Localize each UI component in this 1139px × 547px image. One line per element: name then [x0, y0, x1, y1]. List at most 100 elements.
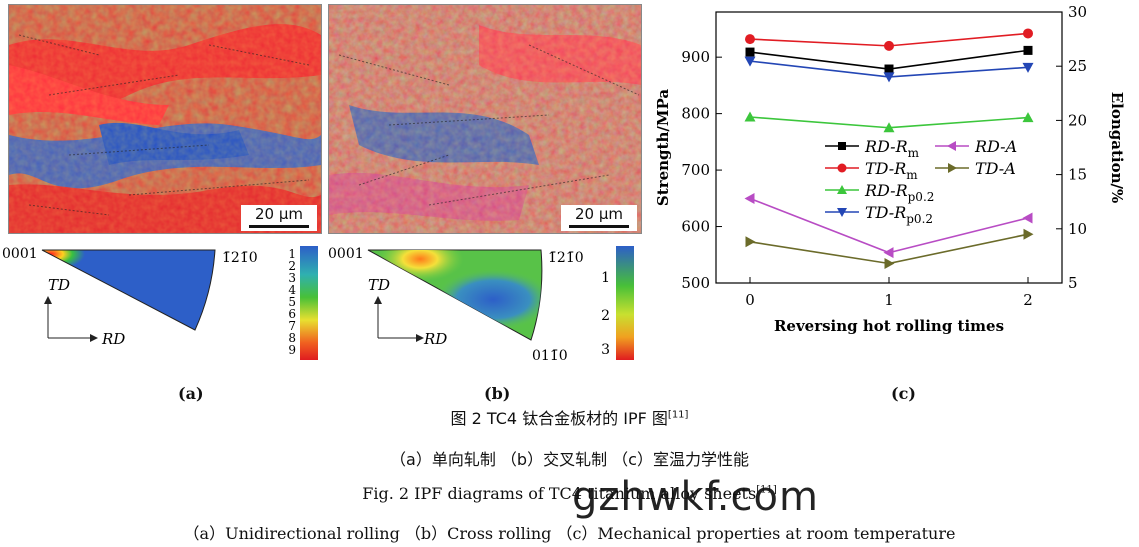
data-point — [838, 142, 846, 150]
y-left-axis-label: Strength/MPa — [654, 89, 672, 206]
data-point — [745, 47, 755, 57]
td-arrow-head — [374, 296, 382, 304]
legend-label-subscript: p0.2 — [908, 190, 935, 204]
data-point — [745, 34, 755, 45]
y-right-tick-label: 25 — [1068, 57, 1087, 75]
ipf-triangle-a — [41, 249, 216, 331]
colorbar-b — [616, 246, 634, 360]
caption-cn-ref: [11] — [667, 409, 689, 421]
caption-cn-sub: （a）单向轧制 （b）交叉轧制 （c）室温力学性能 — [390, 450, 749, 469]
panel-label-b: (b) — [484, 384, 511, 403]
data-point — [744, 192, 755, 204]
ipf-corner-0001: 0001 — [328, 246, 364, 262]
y-left-tick-label: 500 — [681, 274, 710, 292]
data-point — [1022, 112, 1034, 123]
scale-bar-b: 20 μm — [561, 205, 637, 231]
data-point — [883, 72, 895, 83]
ipf-figure-b: 0001 1̄21̄0 011̄0 TD RD 1 2 3 — [328, 246, 634, 364]
rd-arrow-head — [90, 334, 98, 342]
data-point — [744, 111, 756, 122]
data-point — [837, 185, 847, 194]
ebsd-map-a: 20 μm — [8, 4, 322, 234]
axis-td-label: TD — [48, 276, 70, 294]
axis-td-label: TD — [368, 276, 390, 294]
legend-label-subscript: p0.2 — [906, 212, 933, 226]
data-point — [1022, 62, 1034, 73]
scale-bar-label: 20 μm — [574, 205, 623, 223]
legend-label: TD-A — [975, 159, 1016, 178]
legend-label-subscript: m — [906, 168, 918, 182]
caption-cn-title: 图 2 TC4 钛合金板材的 IPF 图[11] — [0, 405, 1139, 429]
colorbar-tick: 3 — [601, 342, 610, 358]
y-right-tick-label: 15 — [1068, 166, 1087, 184]
y-right-tick-label: 30 — [1068, 3, 1087, 21]
data-point — [883, 122, 895, 133]
x-tick-label: 1 — [884, 291, 894, 309]
watermark-text: gzhwkf.com — [572, 474, 819, 520]
data-point — [948, 163, 957, 173]
colorbar-tick: 8 — [288, 331, 296, 345]
ipf-corner-0110: 011̄0 — [532, 348, 568, 364]
ipf-corner-1210: 1̄21̄0 — [548, 250, 584, 266]
td-arrow-head — [44, 296, 52, 304]
colorbar-tick: 1 — [288, 247, 296, 261]
data-point — [837, 163, 847, 173]
scale-bar-a: 20 μm — [241, 205, 317, 231]
data-point — [884, 40, 894, 51]
panel-label-a: (a) — [178, 384, 204, 403]
legend-label: RD-Rm — [864, 137, 920, 160]
legend-label: RD-A — [974, 137, 1017, 156]
data-point — [837, 208, 847, 217]
y-left-tick-label: 900 — [681, 48, 710, 66]
legend-label: TD-Rm — [865, 159, 918, 182]
axis-rd-label: RD — [423, 330, 447, 348]
scale-bar-line — [569, 225, 629, 228]
y-left-tick-label: 600 — [681, 218, 710, 236]
axis-rd-label: RD — [101, 330, 125, 348]
ipf-corner-1210: 1̄21̄0 — [222, 250, 258, 266]
colorbar-tick: 6 — [288, 307, 296, 321]
legend-label: RD-Rp0.2 — [864, 181, 934, 204]
data-point — [1022, 212, 1033, 224]
data-point — [1023, 228, 1034, 240]
data-point — [745, 236, 756, 248]
data-point — [884, 257, 895, 269]
ebsd-map-a-image — [9, 5, 321, 233]
ebsd-map-b-image — [329, 5, 641, 233]
mechanical-properties-chart: 500 600 700 800 900 5 10 15 20 25 30 0 1 2 Reversing h… — [654, 3, 1126, 335]
colorbar-tick: 9 — [288, 343, 296, 357]
data-point — [947, 141, 956, 151]
legend-label-subscript: m — [908, 146, 920, 160]
caption-en-title: Fig. 2 IPF diagrams of TC4 titanium allo… — [0, 484, 1139, 503]
scale-bar-label: 20 μm — [254, 205, 303, 223]
data-point — [1023, 45, 1033, 55]
y-right-tick-label: 5 — [1068, 274, 1078, 292]
colorbar-b-ticks: 1 2 3 — [601, 270, 610, 358]
colorbar-tick: 1 — [601, 270, 610, 286]
data-point — [1023, 28, 1033, 39]
y-left-tick-label: 800 — [681, 105, 710, 123]
legend-label: TD-Rp0.2 — [865, 203, 933, 226]
colorbar-tick: 4 — [288, 283, 296, 297]
y-right-tick-label: 10 — [1068, 220, 1087, 238]
colorbar-tick: 5 — [288, 295, 296, 309]
caption-en-ref: [11] — [756, 484, 777, 496]
caption-cn-title-text: 图 2 TC4 钛合金板材的 IPF 图 — [450, 409, 668, 428]
y-right-tick-label: 20 — [1068, 111, 1087, 129]
colorbar-a-ticks: 1 2 3 4 5 6 7 8 9 — [288, 247, 296, 357]
data-point — [884, 64, 894, 74]
colorbar-tick: 3 — [288, 271, 296, 285]
ipf-corner-0001: 0001 — [2, 246, 38, 262]
colorbar-tick: 7 — [288, 319, 296, 333]
y-right-axis-label: Elongation/% — [1108, 92, 1126, 204]
ebsd-map-b: 20 μm — [328, 4, 642, 234]
series-line — [749, 233, 1029, 265]
colorbar-tick: 2 — [601, 308, 610, 324]
data-point — [883, 247, 894, 259]
x-axis-label: Reversing hot rolling times — [774, 317, 1004, 335]
colorbar-tick: 2 — [288, 259, 296, 273]
data-point — [744, 56, 756, 67]
x-tick-label: 0 — [745, 291, 755, 309]
caption-en-sub: （a）Unidirectional rolling （b）Cross rolli… — [183, 524, 956, 543]
x-tick-label: 2 — [1023, 291, 1033, 309]
